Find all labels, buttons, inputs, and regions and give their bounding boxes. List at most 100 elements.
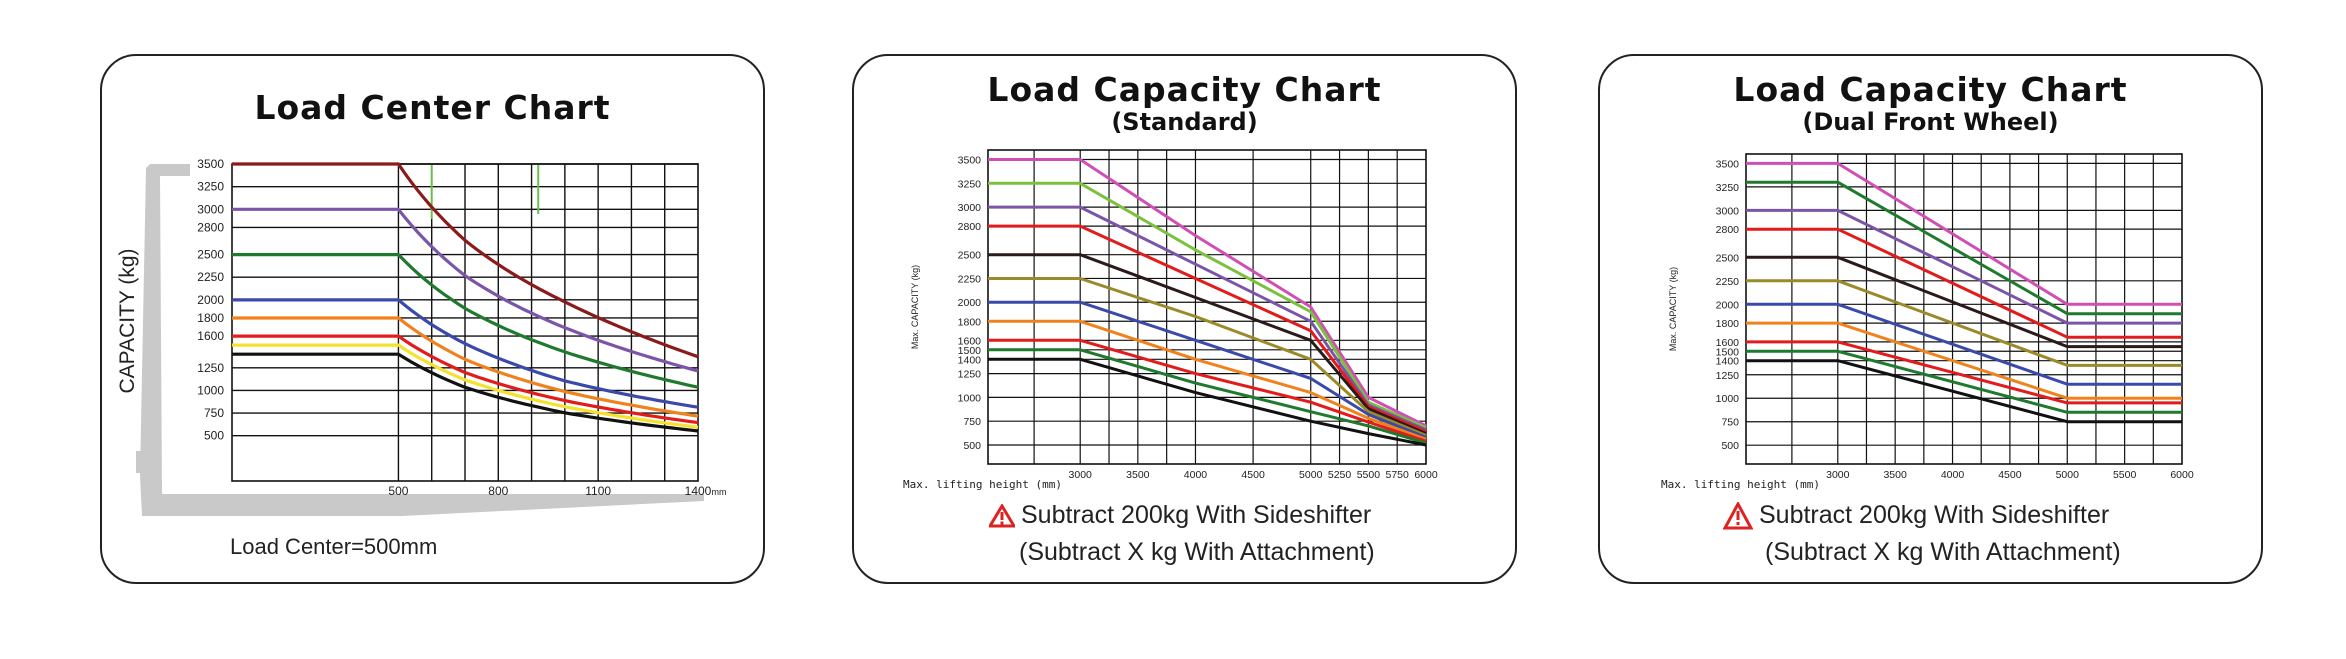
y-tick-label: 3250	[1716, 182, 1740, 194]
dual-front-wheel-chart-panel: Load Capacity Chart (Dual Front Wheel) 5…	[1598, 54, 2263, 584]
series-line	[988, 158, 1427, 428]
chart-subtitle: (Dual Front Wheel)	[1802, 108, 2059, 136]
x-tick-label: 800	[488, 484, 508, 498]
series-line	[1746, 349, 2182, 414]
y-tick-label: 1600	[1716, 337, 1740, 349]
series-line	[232, 352, 699, 433]
y-tick-label: 3500	[197, 157, 224, 171]
series-line	[232, 343, 699, 429]
y-tick-label: 1500	[1716, 346, 1740, 358]
x-tick-label: 3500	[1883, 469, 1907, 481]
x-tick-label: 1400	[685, 484, 712, 498]
warning-icon	[1723, 502, 1753, 530]
series-line	[988, 253, 1427, 435]
chart-title: Load Capacity Chart	[1733, 70, 2128, 109]
series-line	[1746, 255, 2182, 349]
x-tick-label: 4000	[1184, 469, 1208, 481]
series-line	[1746, 279, 2182, 367]
standard-capacity-chart-panel: Load Capacity Chart (Standard) 500 750 100…	[852, 54, 1517, 584]
y-tick-label: 2800	[958, 221, 982, 233]
x-tick-label: 5250	[1328, 469, 1352, 481]
y-tick-label: 1400	[1716, 356, 1740, 368]
x-axis-label: Max. lifting height (mm)	[1661, 478, 1820, 491]
sideshifter-note: Subtract 200kg With Sideshifter	[1723, 501, 2109, 530]
y-tick-label: 1800	[1716, 318, 1740, 330]
y-tick-label: 2800	[197, 220, 224, 234]
plot-frame	[1745, 153, 2183, 465]
series-line	[988, 357, 1427, 447]
x-tick-label: 5500	[1357, 469, 1381, 481]
x-tick-label: 3500	[1126, 469, 1150, 481]
x-tick-label: 3000	[1826, 469, 1850, 481]
warning-icon	[989, 504, 1015, 528]
y-tick-label: 2800	[1716, 224, 1740, 236]
series-line	[232, 253, 699, 389]
series-line	[1746, 302, 2182, 386]
x-tick-label: 4500	[1998, 469, 2022, 481]
series-line	[232, 298, 699, 409]
y-tick-label: 3250	[197, 180, 224, 194]
y-tick-label: 3000	[958, 202, 982, 214]
y-tick-label: 2500	[958, 250, 982, 262]
chart-title: Load Capacity Chart	[987, 70, 1382, 109]
series-line	[988, 205, 1427, 432]
y-tick-label: 3000	[197, 202, 224, 216]
x-tick-label: 5000	[2056, 469, 2080, 481]
series-line	[988, 319, 1427, 441]
x-tick-label: 6000	[1414, 469, 1438, 481]
y-tick-label: 1600	[197, 329, 224, 343]
sideshifter-note-text: Subtract 200kg With Sideshifter	[1021, 501, 1372, 529]
x-tick-label: 6000	[2170, 469, 2194, 481]
y-tick-label: 3500	[958, 155, 982, 167]
y-tick-label: 750	[1721, 417, 1739, 429]
plot-frame	[231, 163, 699, 482]
y-tick-label: 3500	[1716, 158, 1740, 170]
x-tick-label: 4000	[1941, 469, 1965, 481]
series-line	[988, 181, 1427, 430]
x-tick-label: 3000	[1069, 469, 1093, 481]
y-axis-label: Max. CAPACITY (kg)	[910, 265, 920, 349]
x-tick-label: 1100	[585, 484, 611, 498]
series-line	[1746, 208, 2182, 325]
series-line	[988, 277, 1427, 437]
x-tick-label: 4500	[1241, 469, 1265, 481]
series-line	[232, 162, 699, 359]
load-center-footer: Load Center=500mm	[230, 534, 438, 559]
y-tick-label: 2250	[197, 270, 224, 284]
fork-bracket	[136, 451, 150, 473]
y-tick-label: 3000	[1716, 205, 1740, 217]
x-tick-label: 5500	[2113, 469, 2137, 481]
y-tick-label: 750	[963, 416, 981, 428]
series-line	[1746, 161, 2182, 306]
attachment-note: (Subtract X kg With Attachment)	[1019, 538, 1375, 566]
series-line	[232, 316, 699, 418]
y-tick-label: 3250	[958, 178, 982, 190]
y-tick-label: 1000	[958, 392, 982, 404]
series-line	[1746, 359, 2182, 424]
series-line	[1746, 321, 2182, 400]
y-tick-label: 2500	[197, 248, 224, 262]
y-tick-label: 1000	[1716, 393, 1740, 405]
y-tick-label: 1800	[197, 311, 224, 325]
sideshifter-note: Subtract 200kg With Sideshifter	[989, 501, 1371, 530]
y-tick-label: 2000	[958, 297, 982, 309]
y-tick-label: 2250	[958, 273, 982, 285]
plot-frame	[987, 149, 1427, 465]
y-tick-label: 2500	[1716, 252, 1740, 264]
y-tick-label: 1600	[958, 335, 982, 347]
series-line	[232, 334, 699, 425]
x-tick-label: 500	[388, 484, 408, 498]
y-axis-label: CAPACITY (kg)	[116, 248, 139, 393]
series-line	[1746, 180, 2182, 316]
y-tick-label: 500	[1721, 440, 1739, 452]
x-axis-label: Max. lifting height (mm)	[903, 478, 1062, 491]
attachment-note: (Subtract X kg With Attachment)	[1765, 538, 2121, 566]
chart-subtitle: (Standard)	[1111, 108, 1258, 136]
y-tick-label: 1800	[958, 316, 982, 328]
y-axis-label: Max. CAPACITY (kg)	[1668, 267, 1678, 351]
series-line	[988, 224, 1427, 433]
series-line	[988, 338, 1427, 443]
y-tick-label: 1500	[958, 345, 982, 357]
